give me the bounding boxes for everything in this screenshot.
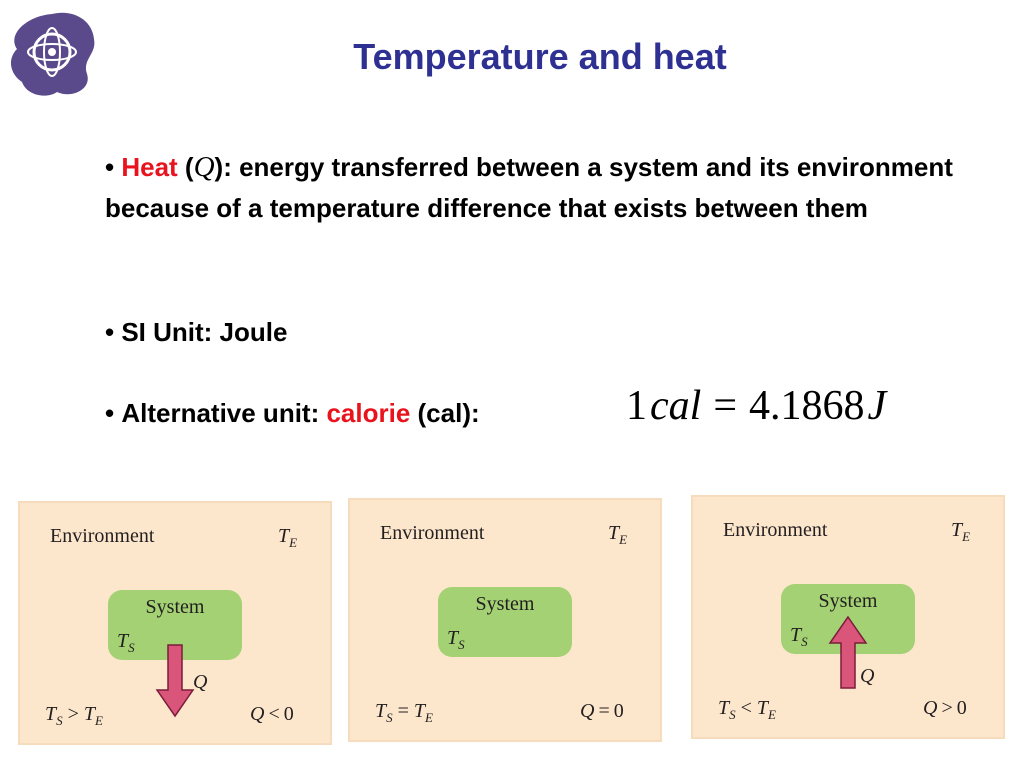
- subscript: S: [56, 713, 63, 728]
- value: 0: [956, 697, 967, 719]
- logo: [10, 12, 95, 96]
- bullet: SI Unit: Joule: [105, 312, 975, 353]
- title: Temperature and heat: [353, 36, 727, 77]
- system-label: System: [818, 590, 878, 612]
- symbol-letter: T: [951, 519, 963, 541]
- subscript: S: [801, 634, 808, 649]
- environment-label: Environment: [380, 522, 485, 544]
- system-label: System: [475, 593, 535, 615]
- symbol: TS: [447, 627, 465, 653]
- text: (cal):: [410, 398, 480, 428]
- symbol: TE: [83, 703, 103, 728]
- symbol-letter: Q: [250, 703, 265, 725]
- symbol-letter: T: [756, 697, 769, 719]
- symbol: TE: [756, 697, 776, 722]
- formula: 1cal = 4.1868J: [626, 382, 889, 430]
- condition: TS > TE: [45, 703, 103, 729]
- unit: cal: [650, 383, 702, 429]
- subscript: E: [425, 710, 433, 725]
- heat-condition: Q >0: [923, 697, 967, 720]
- symbol: TE: [413, 700, 433, 725]
- value: 0: [613, 700, 624, 722]
- subscript: S: [729, 707, 736, 722]
- system-box: System: [438, 587, 572, 657]
- heat-arrow: [155, 644, 195, 718]
- text: ): energy transferred between a system a…: [105, 152, 953, 223]
- system-label: System: [145, 596, 205, 618]
- panel: Environment TE System TS Q TS < TE Q >0: [693, 497, 1003, 737]
- panel: Environment TE System TS TS = TE Q = 0: [350, 500, 660, 740]
- heat-condition: Q <0: [250, 703, 294, 726]
- number: 4.1868: [749, 383, 865, 429]
- text: SI Unit: Joule: [121, 317, 288, 347]
- condition: TS < TE: [718, 697, 776, 723]
- value: 0: [283, 703, 294, 725]
- symbol-letter: Q: [580, 700, 595, 722]
- heat-condition: Q = 0: [580, 700, 624, 723]
- symbol: Q: [193, 151, 215, 183]
- bullet: Alternative unit: calorie (cal):: [105, 393, 975, 434]
- symbol-letter: T: [413, 700, 426, 722]
- term: Heat: [121, 152, 178, 182]
- symbol: TS: [117, 630, 135, 656]
- subscript: S: [458, 637, 465, 652]
- symbol: TS: [45, 703, 63, 728]
- symbol-letter: T: [117, 630, 129, 652]
- symbol: TS: [790, 624, 808, 650]
- symbol-letter: T: [790, 624, 802, 646]
- bullet: Heat (Q): energy transferred between a s…: [105, 147, 975, 229]
- panel: Environment TE System TS Q TS > TE Q <0: [20, 503, 330, 743]
- subscript: S: [386, 710, 393, 725]
- subscript: E: [289, 535, 298, 550]
- heat-label: Q: [860, 665, 875, 687]
- operator: <: [268, 703, 280, 725]
- operator: =: [598, 700, 610, 722]
- subscript: S: [128, 640, 135, 655]
- subscript: E: [95, 713, 103, 728]
- symbol-letter: T: [83, 703, 96, 725]
- symbol-letter: T: [447, 627, 459, 649]
- text: Alternative unit:: [121, 398, 327, 428]
- heat-label: Q: [193, 671, 208, 693]
- operator: =: [397, 700, 409, 722]
- operator: >: [941, 697, 953, 719]
- term: calorie: [326, 398, 411, 428]
- environment-label: Environment: [50, 525, 155, 547]
- subscript: E: [619, 532, 628, 547]
- symbol: TE: [951, 519, 970, 545]
- heat-arrow: [828, 615, 868, 689]
- operator: =: [713, 383, 737, 429]
- symbol: TE: [608, 522, 627, 548]
- symbol: TS: [718, 697, 736, 722]
- symbol: TE: [278, 525, 297, 551]
- subscript: E: [962, 529, 971, 544]
- unit: J: [867, 383, 887, 429]
- symbol-letter: T: [718, 697, 730, 719]
- operator: <: [740, 697, 752, 719]
- symbol-letter: T: [278, 525, 290, 547]
- symbol-letter: T: [375, 700, 387, 722]
- subscript: E: [768, 707, 776, 722]
- operator: >: [67, 703, 79, 725]
- number: 1: [626, 383, 647, 429]
- condition: TS = TE: [375, 700, 433, 726]
- symbol: TS: [375, 700, 393, 725]
- symbol-letter: T: [45, 703, 57, 725]
- symbol-letter: T: [608, 522, 620, 544]
- environment-label: Environment: [723, 519, 828, 541]
- text: (: [177, 152, 194, 182]
- symbol-letter: Q: [923, 697, 938, 719]
